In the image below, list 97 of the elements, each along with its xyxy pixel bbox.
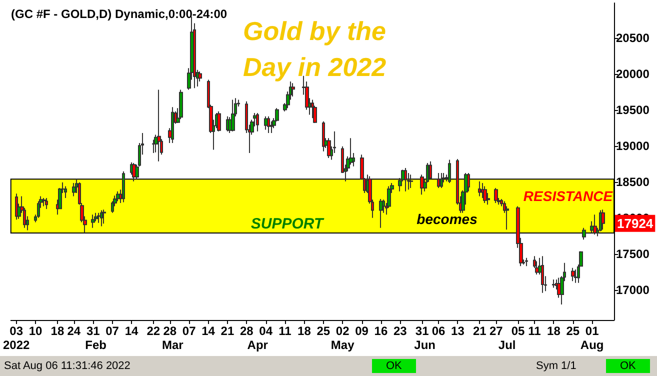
y-tick-label: 19000 (616, 139, 650, 154)
x-tick-label: 25 (566, 324, 580, 338)
candlestick (270, 120, 273, 134)
x-tick-label: 13 (451, 324, 465, 338)
x2-tick-label: May (330, 338, 355, 352)
annotation: SUPPORT (250, 216, 325, 232)
candlestick (494, 187, 498, 204)
x-tick-label: 28 (163, 324, 177, 338)
candlestick (327, 138, 331, 159)
y-tick-label: 19500 (616, 103, 650, 118)
x-tick-label: 27 (489, 324, 504, 338)
x2-tick-label: Jun (414, 338, 436, 352)
x-tick-label: 21 (220, 324, 234, 338)
x-tick-label: 21 (472, 324, 487, 338)
candlestick (231, 99, 235, 132)
candlestick (505, 206, 509, 230)
candlestick (171, 106, 174, 144)
x2-tick-label: Mar (162, 338, 184, 352)
y-tick-label: 17000 (616, 282, 650, 297)
candlestick (311, 99, 314, 119)
x-tick-label: 31 (86, 324, 100, 338)
candlestick (42, 197, 46, 207)
candlestick (72, 182, 76, 197)
candlestick (571, 267, 575, 282)
x2-tick-label: Aug (580, 338, 604, 352)
text: OK (606, 359, 650, 373)
candlestick (217, 110, 221, 132)
candlestick (483, 186, 487, 204)
x-tick-label: 16 (374, 324, 388, 338)
x-tick-label: 28 (240, 324, 254, 338)
text: Sat Aug 06 11:31:46 2022 (4, 360, 130, 372)
x-tick-label: 09 (355, 324, 369, 338)
x-tick-label: 14 (124, 324, 138, 338)
x-tick-label: 25 (316, 324, 330, 338)
text: Sym 1/1 (536, 360, 576, 372)
candlestick (552, 278, 555, 288)
candlestick (429, 160, 432, 180)
candlestick (97, 212, 100, 224)
x-tick-label: 04 (259, 324, 273, 338)
candlestick (404, 167, 407, 192)
candlestick (593, 214, 597, 236)
text: OK (372, 359, 416, 373)
x2-tick-label: Apr (247, 338, 268, 352)
candlestick (291, 82, 295, 97)
candlestick (437, 172, 440, 188)
x-tick-label: 02 (336, 324, 350, 338)
x-tick-label: 11 (278, 324, 292, 338)
candlestick (409, 174, 413, 188)
x2-tick-label: Jul (498, 338, 516, 352)
x-tick-label: 07 (106, 324, 120, 338)
candlestick (541, 256, 544, 294)
candlestick (601, 209, 605, 230)
x2-tick-label: 2022 (2, 338, 30, 352)
candlestick (525, 257, 528, 267)
y-tick-label: 20500 (616, 31, 650, 46)
candlestick (267, 116, 270, 134)
candlestick (256, 112, 259, 132)
candlestick (582, 227, 586, 240)
candlestick (45, 197, 48, 210)
x-tick-label: 07 (182, 324, 196, 338)
x-tick-label: 10 (28, 324, 43, 338)
x-tick-label: 31 (415, 324, 430, 338)
annotation: becomes (416, 211, 478, 227)
candlestick (448, 159, 451, 184)
x-tick-label: 18 (547, 324, 561, 338)
x-tick-label: 22 (146, 324, 160, 338)
candlestick (122, 170, 125, 203)
x-tick-label: 24 (67, 324, 81, 338)
y-tick-label: 18500 (616, 174, 650, 189)
candlestick (100, 210, 103, 227)
candlestick (322, 120, 325, 152)
chart-subtitle: (GC #F - GOLD,D) Dynamic,0:00-24:00 (11, 7, 228, 21)
text: Gold by the Day in 2022 (243, 16, 394, 82)
candlestick (64, 186, 67, 198)
x-tick-label: 06 (432, 324, 446, 338)
annotation: 17924 (617, 216, 654, 231)
x-tick-label: 11 (528, 324, 542, 338)
candlestick (420, 174, 424, 196)
candlestick (37, 200, 40, 218)
candlestick (379, 198, 383, 228)
candlestick (478, 180, 481, 197)
candlestick (157, 89, 161, 162)
candlestick (91, 214, 95, 228)
x2-tick-label: Feb (85, 338, 107, 352)
x-tick-label: 05 (511, 324, 526, 338)
x-tick-label: 18 (50, 324, 64, 338)
x-tick-label: 23 (393, 324, 408, 338)
x-tick-label: 18 (298, 324, 312, 338)
y-tick-label: 17500 (616, 246, 650, 261)
x-tick-label: 03 (10, 324, 24, 338)
x-tick-label: 01 (585, 324, 600, 338)
candlestick (440, 172, 443, 188)
y-tick-label: 20000 (616, 67, 650, 82)
candlestick (102, 209, 106, 224)
annotation: RESISTANCE (523, 188, 614, 204)
candlestick (179, 89, 183, 120)
x-tick-label: 14 (202, 324, 216, 338)
